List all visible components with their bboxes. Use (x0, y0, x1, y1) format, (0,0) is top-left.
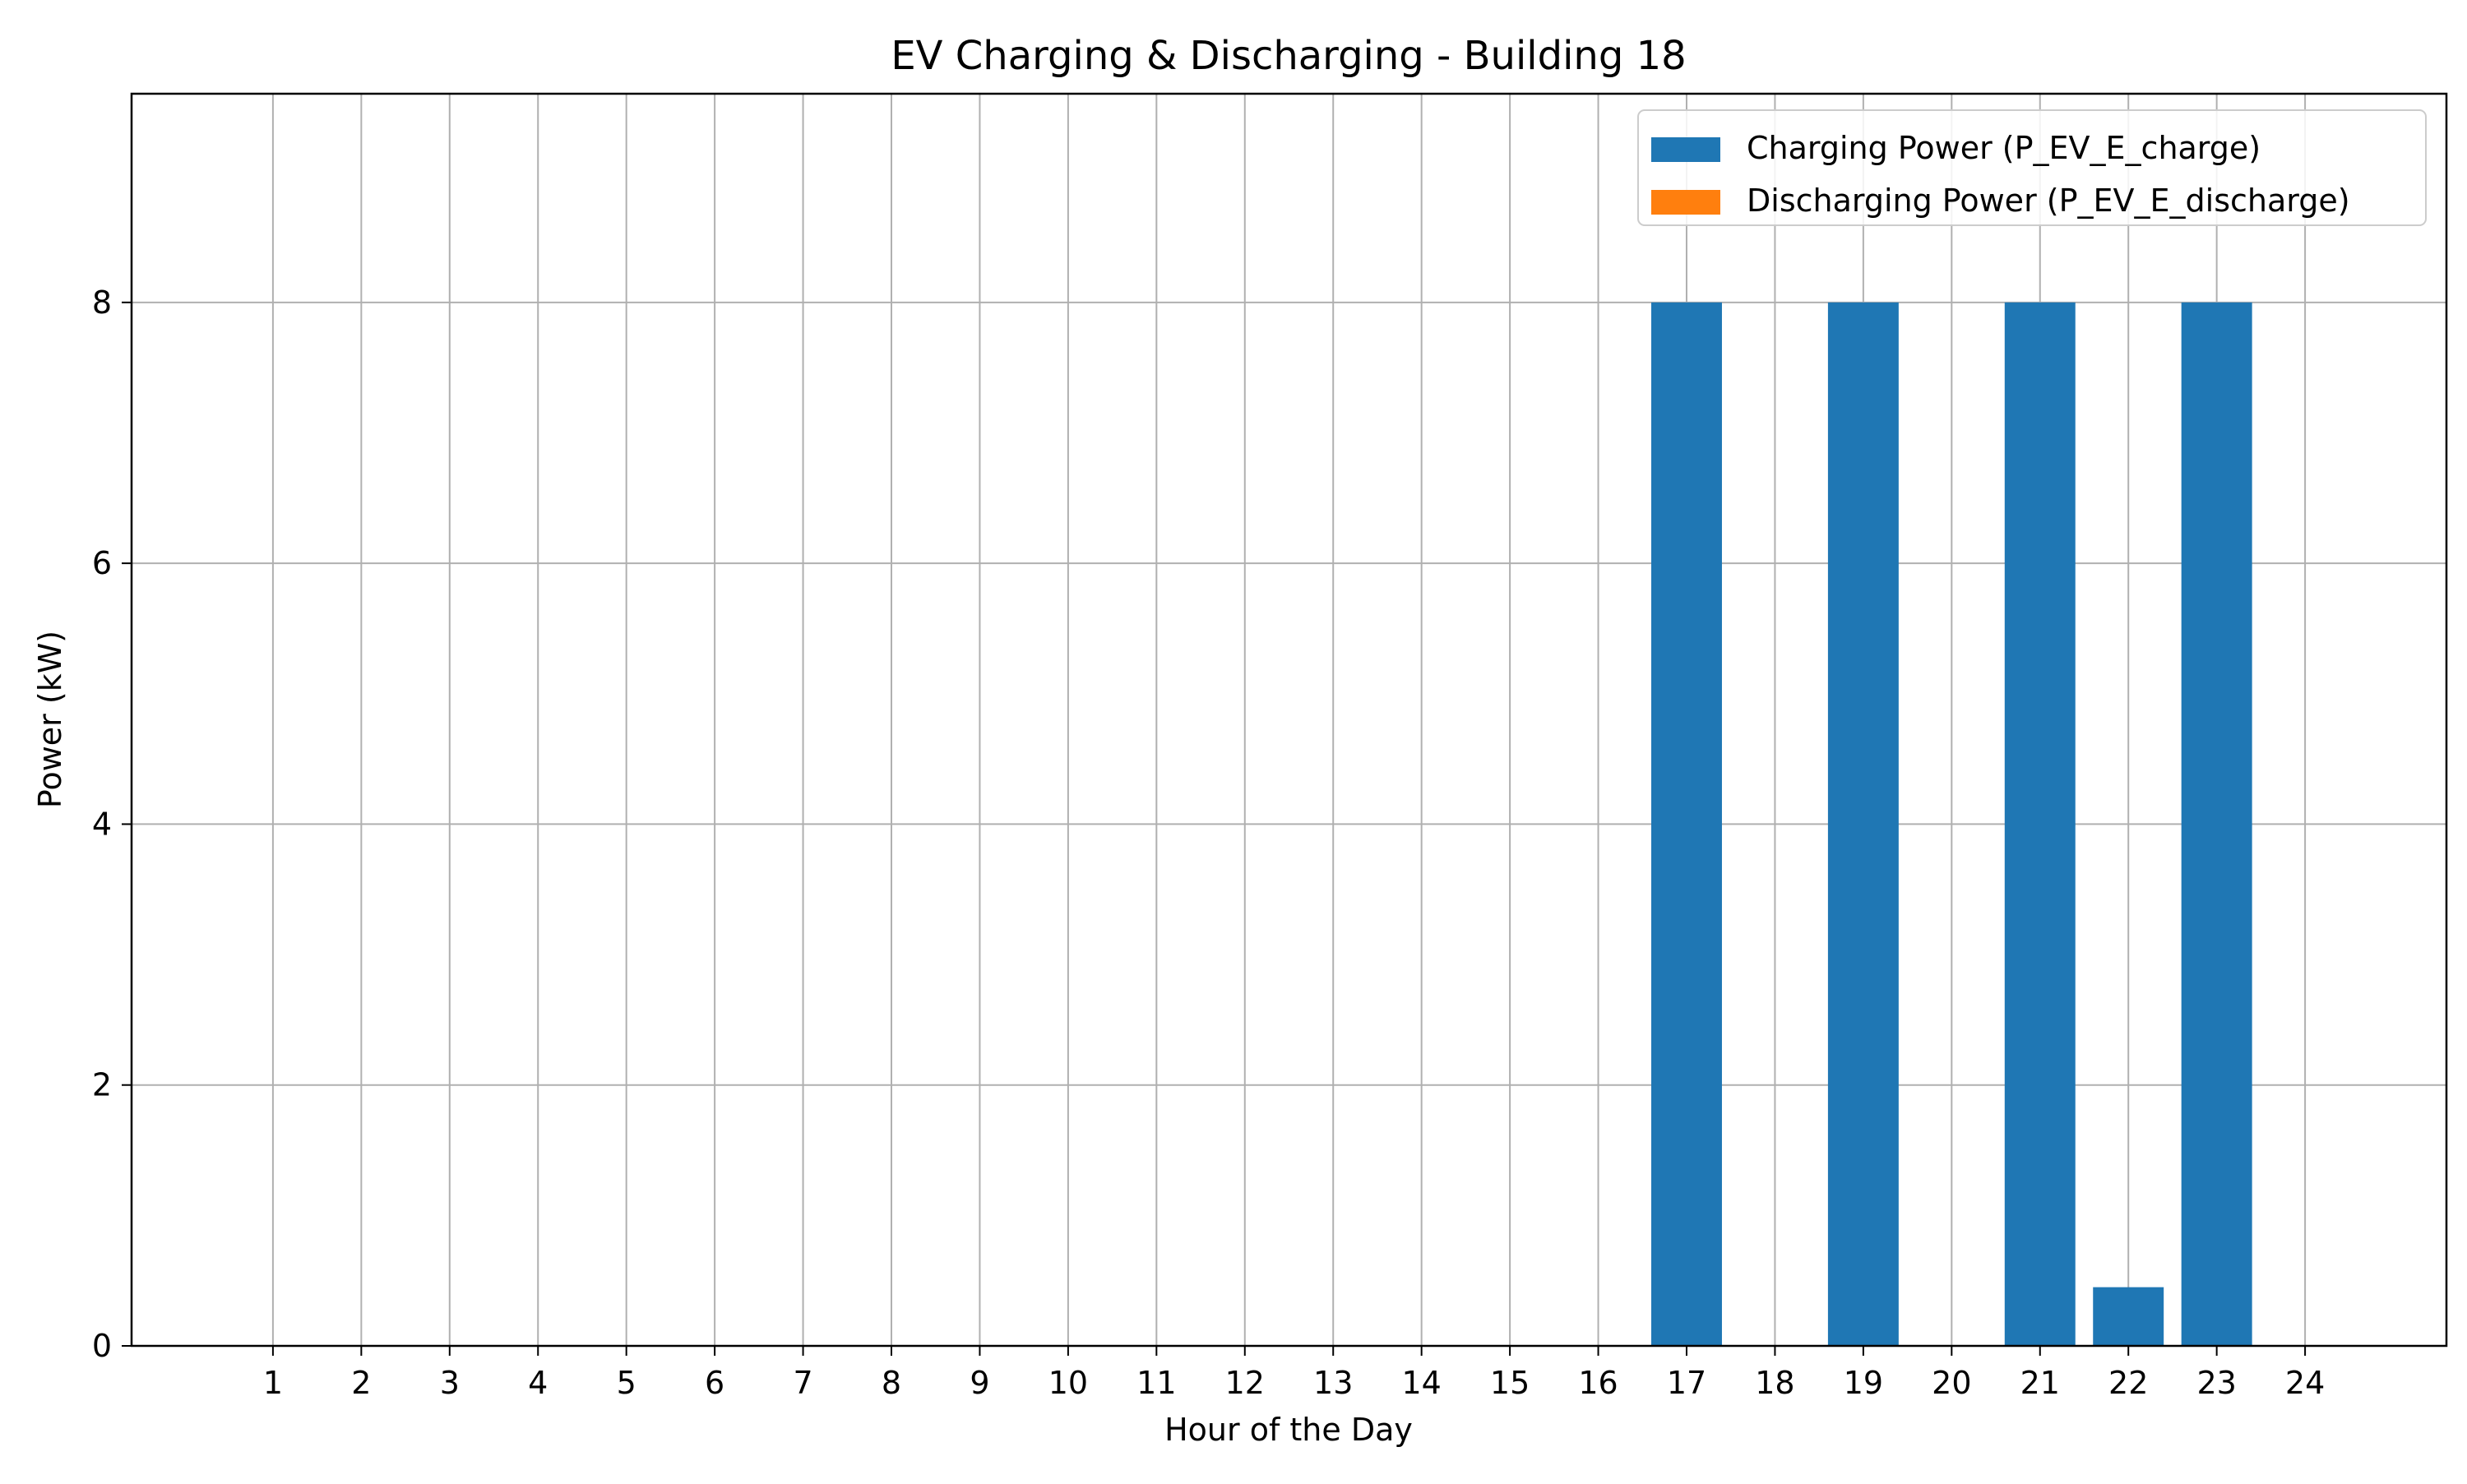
legend-swatch (1651, 137, 1720, 162)
x-axis-label: Hour of the Day (1164, 1412, 1413, 1448)
legend: Charging Power (P_EV_E_charge) Dischargin… (1637, 109, 2427, 226)
x-tick-label: 15 (1490, 1365, 1530, 1401)
x-tick-label: 17 (1667, 1365, 1706, 1401)
x-tick-label: 20 (1932, 1365, 1971, 1401)
plot-frame (130, 92, 2448, 1348)
legend-label: Discharging Power (P_EV_E_discharge) (1747, 183, 2350, 219)
bars (1651, 302, 2252, 1346)
x-tick-label: 10 (1048, 1365, 1088, 1401)
charging-bar (2004, 302, 2076, 1346)
charging-bar (2093, 1287, 2164, 1346)
x-tick-label: 4 (528, 1365, 548, 1401)
charging-bar (2181, 302, 2252, 1346)
y-tick-label: 8 (92, 284, 112, 321)
x-tick-label: 9 (970, 1365, 989, 1401)
x-tick-label: 3 (440, 1365, 460, 1401)
legend-swatch (1651, 190, 1720, 215)
x-tick-label: 8 (882, 1365, 901, 1401)
legend-box (1637, 109, 2427, 226)
axes: 1 2 3 4 5 6 7 8 9 10 11 12 13 14 15 16 17 18 19 20 21 22 23 240… (92, 92, 2448, 1401)
x-tick-label: 1 (263, 1365, 283, 1401)
x-tick-label: 5 (617, 1365, 636, 1401)
x-tick-label: 21 (2020, 1365, 2060, 1401)
x-tick-label: 22 (2108, 1365, 2148, 1401)
x-tick-label: 11 (1136, 1365, 1176, 1401)
chart-title: EV Charging & Discharging - Building 18 (891, 33, 1686, 79)
x-tick-label: 24 (2285, 1365, 2325, 1401)
y-tick-label: 0 (92, 1328, 112, 1364)
x-tick-label: 12 (1225, 1365, 1265, 1401)
x-tick-label: 6 (705, 1365, 724, 1401)
x-tick-label: 18 (1755, 1365, 1794, 1401)
x-tick-label: 23 (2196, 1365, 2236, 1401)
x-tick-label: 16 (1578, 1365, 1618, 1401)
y-axis-label: Power (kW) (32, 631, 68, 808)
x-tick-label: 13 (1313, 1365, 1353, 1401)
x-tick-label: 19 (1844, 1365, 1883, 1401)
y-tick-label: 2 (92, 1067, 112, 1103)
y-tick-label: 4 (92, 806, 112, 842)
x-tick-label: 7 (793, 1365, 812, 1401)
x-tick-label: 14 (1401, 1365, 1441, 1401)
charging-bar (1651, 302, 1722, 1346)
y-tick-label: 6 (92, 545, 112, 581)
x-tick-label: 2 (351, 1365, 371, 1401)
legend-label: Charging Power (P_EV_E_charge) (1747, 130, 2261, 166)
charging-bar (1827, 302, 1899, 1346)
